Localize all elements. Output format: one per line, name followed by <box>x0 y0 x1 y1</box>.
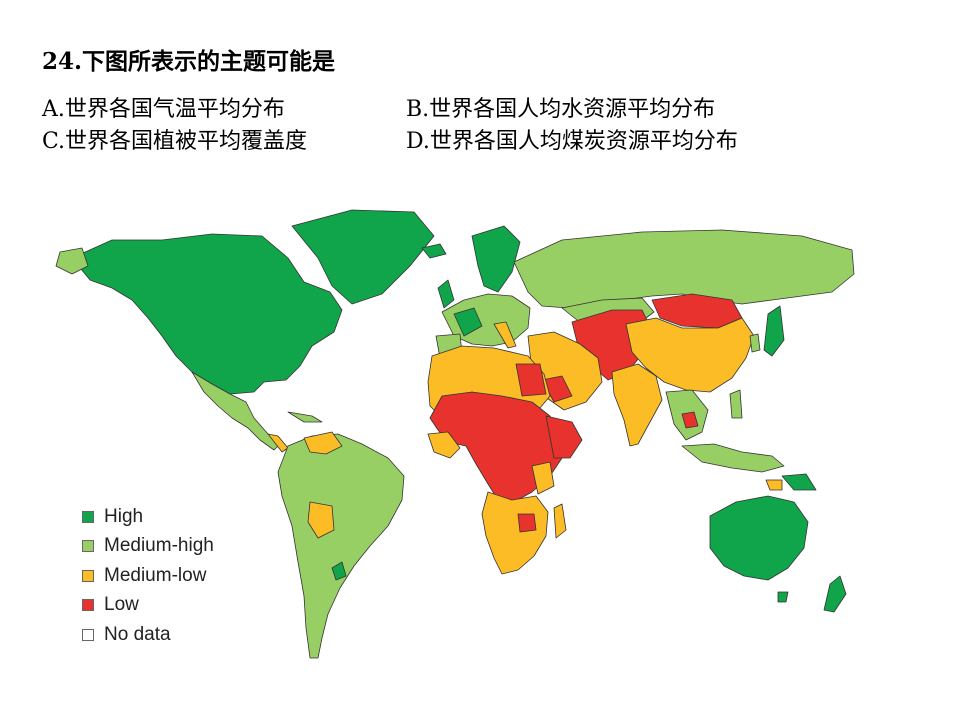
legend-item-no-data: No data <box>82 620 214 650</box>
option-a: A.世界各国气温平均分布 <box>42 97 285 122</box>
legend-label-low: Low <box>104 594 139 616</box>
legend-item-low: Low <box>82 591 214 621</box>
legend-label-medium-low: Medium-low <box>104 564 207 586</box>
legend-item-medium-low: Medium-low <box>82 561 214 591</box>
iceland <box>421 243 447 259</box>
map-legend: High Medium-high Medium-low Low No data <box>82 502 214 650</box>
mexico <box>191 371 281 451</box>
legend-swatch-medium-high <box>82 540 94 553</box>
legend-item-high: High <box>82 502 214 532</box>
legend-swatch-low <box>82 599 94 612</box>
horn-africa <box>545 415 583 459</box>
cambodia <box>681 411 699 429</box>
new-zealand <box>823 575 847 613</box>
france <box>453 307 483 337</box>
legend-label-no-data: No data <box>104 623 171 645</box>
legend-swatch-no-data <box>82 628 94 641</box>
legend-item-medium-high: Medium-high <box>82 532 214 562</box>
world-map: High Medium-high Medium-low Low No data <box>42 196 870 686</box>
italy <box>493 321 517 349</box>
timor <box>765 479 783 491</box>
legend-label-medium-high: Medium-high <box>104 535 214 557</box>
tasmania <box>777 591 789 603</box>
option-d: D.世界各国人均煤炭资源平均分布 <box>406 129 738 154</box>
australia <box>709 495 809 581</box>
option-c: C.世界各国植被平均覆盖度 <box>42 129 308 154</box>
uruguay <box>331 561 347 581</box>
philippines <box>729 389 743 419</box>
legend-swatch-high <box>82 510 94 523</box>
west-africa-coast <box>427 431 461 459</box>
india <box>611 363 663 447</box>
indonesia <box>681 443 785 473</box>
north-america <box>71 233 343 395</box>
egypt <box>515 363 547 397</box>
uk <box>437 279 455 309</box>
venezuela <box>303 431 343 455</box>
world-map-svg <box>55 209 855 659</box>
zimbabwe <box>517 513 537 533</box>
alaska <box>55 247 89 275</box>
question-title: 24.下图所表示的主题可能是 <box>42 48 336 75</box>
caribbean <box>287 411 323 423</box>
china <box>625 317 755 393</box>
southern-africa <box>481 491 549 575</box>
madagascar <box>553 503 567 539</box>
south-america <box>277 433 405 659</box>
scandinavia <box>471 225 521 293</box>
korea <box>749 333 761 353</box>
bolivia <box>307 501 335 539</box>
kenya <box>531 461 555 495</box>
legend-label-high: High <box>104 505 144 527</box>
japan <box>763 305 785 357</box>
greenland <box>291 209 435 305</box>
option-b: B.世界各国人均水资源平均分布 <box>406 97 716 122</box>
legend-swatch-medium-low <box>82 569 94 582</box>
png <box>781 473 817 491</box>
